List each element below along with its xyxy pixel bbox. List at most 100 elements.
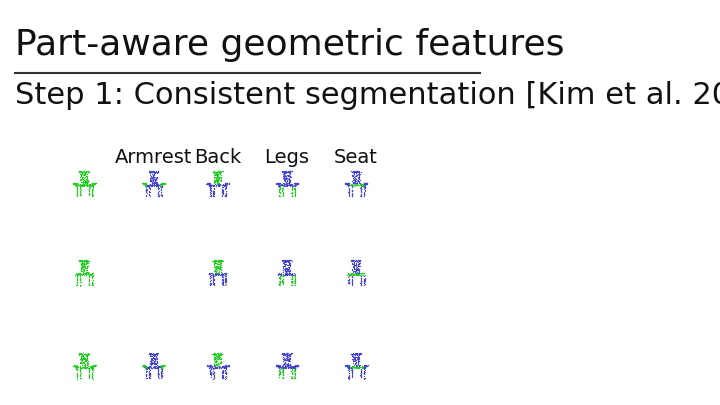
Point bbox=[348, 180, 360, 186]
Point bbox=[276, 256, 288, 263]
Point bbox=[204, 281, 216, 288]
Point bbox=[202, 180, 213, 187]
Point bbox=[359, 193, 370, 199]
Point bbox=[361, 362, 373, 369]
Point bbox=[156, 362, 167, 369]
Point bbox=[351, 257, 362, 263]
Point bbox=[207, 351, 219, 357]
Point bbox=[343, 367, 354, 373]
Point bbox=[143, 374, 155, 380]
Point bbox=[81, 182, 93, 188]
Point bbox=[140, 181, 151, 188]
Point bbox=[78, 177, 90, 183]
Point bbox=[343, 365, 354, 371]
Point bbox=[280, 356, 292, 363]
Point bbox=[208, 365, 220, 371]
Point bbox=[87, 280, 99, 286]
Point bbox=[350, 268, 361, 275]
Point bbox=[290, 181, 302, 187]
Point bbox=[346, 256, 358, 263]
Point bbox=[220, 180, 232, 186]
Point bbox=[353, 359, 364, 366]
Point bbox=[74, 350, 86, 357]
Point bbox=[289, 180, 301, 186]
Point bbox=[286, 276, 297, 283]
Point bbox=[282, 172, 293, 179]
Point bbox=[86, 279, 98, 286]
Point bbox=[355, 193, 366, 199]
Point bbox=[274, 183, 285, 189]
Point bbox=[282, 258, 293, 264]
Point bbox=[84, 369, 95, 375]
Point bbox=[140, 182, 152, 189]
Point bbox=[81, 355, 93, 361]
Point bbox=[207, 191, 219, 197]
Point bbox=[69, 180, 81, 187]
Point bbox=[292, 180, 304, 187]
Point bbox=[204, 363, 215, 369]
Point bbox=[150, 350, 162, 357]
Point bbox=[210, 271, 222, 277]
Point bbox=[346, 281, 358, 288]
Point bbox=[352, 176, 364, 183]
Point bbox=[71, 186, 83, 192]
Point bbox=[283, 364, 294, 371]
Point bbox=[284, 178, 296, 184]
Point bbox=[215, 175, 227, 181]
Point bbox=[345, 364, 356, 370]
Point bbox=[84, 375, 95, 382]
Point bbox=[352, 259, 364, 266]
Point bbox=[341, 271, 353, 278]
Point bbox=[276, 185, 288, 191]
Point bbox=[282, 265, 293, 271]
Point bbox=[210, 351, 221, 358]
Point bbox=[71, 183, 83, 190]
Point bbox=[217, 363, 228, 370]
Point bbox=[274, 364, 285, 371]
Point bbox=[76, 264, 88, 271]
Point bbox=[220, 192, 231, 198]
Point bbox=[145, 183, 156, 189]
Point bbox=[351, 361, 363, 368]
Point bbox=[81, 269, 93, 276]
Point bbox=[356, 277, 367, 283]
Point bbox=[79, 271, 91, 278]
Point bbox=[80, 171, 91, 177]
Point bbox=[83, 190, 94, 196]
Point bbox=[353, 173, 364, 180]
Point bbox=[339, 180, 351, 186]
Point bbox=[83, 272, 94, 278]
Point bbox=[138, 180, 150, 187]
Point bbox=[153, 190, 164, 196]
Point bbox=[80, 180, 91, 186]
Point bbox=[274, 371, 286, 377]
Point bbox=[274, 184, 285, 190]
Point bbox=[289, 192, 301, 199]
Point bbox=[215, 364, 227, 371]
Point bbox=[153, 369, 164, 375]
Point bbox=[353, 351, 364, 357]
Point bbox=[289, 185, 300, 191]
Point bbox=[220, 364, 232, 371]
Point bbox=[78, 259, 89, 266]
Point bbox=[343, 373, 354, 379]
Point bbox=[350, 169, 361, 175]
Point bbox=[346, 351, 358, 357]
Point bbox=[77, 270, 89, 276]
Point bbox=[83, 367, 94, 373]
Point bbox=[139, 181, 150, 187]
Point bbox=[204, 364, 216, 371]
Point bbox=[350, 182, 361, 188]
Point bbox=[359, 276, 370, 283]
Point bbox=[76, 364, 88, 370]
Point bbox=[156, 182, 167, 189]
Point bbox=[279, 268, 291, 275]
Point bbox=[140, 368, 152, 375]
Point bbox=[78, 272, 90, 278]
Point bbox=[140, 374, 152, 381]
Point bbox=[210, 168, 221, 175]
Point bbox=[75, 174, 86, 181]
Point bbox=[145, 174, 156, 180]
Point bbox=[80, 259, 91, 266]
Point bbox=[356, 183, 368, 189]
